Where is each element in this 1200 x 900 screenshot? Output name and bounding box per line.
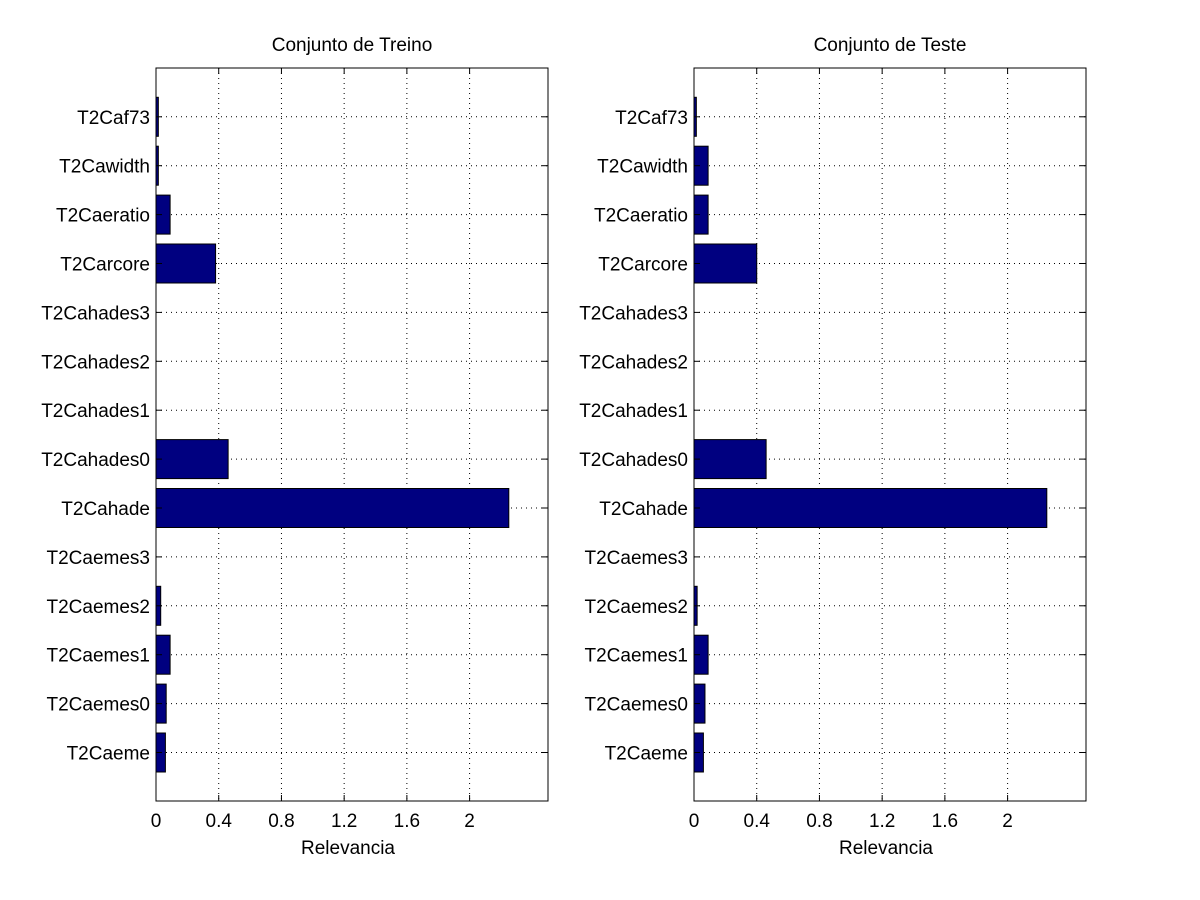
y-tick-label: T2Cawidth	[59, 157, 150, 178]
y-tick-label: T2Caemes2	[585, 597, 689, 618]
x-tick-label: 1.2	[331, 811, 357, 832]
y-tick-label: T2Cawidth	[597, 157, 688, 178]
chart-treino: 0 0.4 0.8 1.2 1.6 2 T2Caeme T2Caemes0 T2Caemes1 T…	[41, 35, 549, 859]
y-tick-label: T2Caf73	[77, 108, 150, 129]
bar-T2Cahade	[693, 488, 1048, 528]
x-tick-label: 0.4	[744, 811, 771, 832]
y-tick-label: T2Carcore	[598, 255, 688, 276]
x-axis-label: Relevancia	[839, 838, 933, 859]
y-tick-label: T2Caemes3	[47, 548, 151, 569]
y-tick-label: T2Caemes1	[585, 646, 689, 667]
y-tick-label: T2Cahades1	[41, 401, 150, 422]
x-tick-label: 2	[1002, 811, 1013, 832]
y-tick-label: T2Cahades3	[579, 303, 688, 324]
plot-area	[155, 67, 549, 802]
y-tick-label: T2Caeratio	[594, 206, 688, 227]
y-tick-label: T2Caemes0	[47, 695, 151, 716]
x-tick-label: 0.8	[806, 811, 832, 832]
y-tick-label: T2Caf73	[615, 108, 688, 129]
y-tick-label: T2Cahades2	[41, 352, 150, 373]
x-tick-label: 1.2	[869, 811, 895, 832]
chart-teste: 0 0.4 0.8 1.2 1.6 2 T2Caeme T2Caemes0 T2Caemes1 T…	[579, 35, 1087, 859]
x-tick-label: 1.6	[932, 811, 958, 832]
x-tick-label: 0	[151, 811, 162, 832]
bar-T2Carcore	[155, 243, 217, 284]
x-axis-label: Relevancia	[301, 838, 395, 859]
chart-title: Conjunto de Teste	[814, 35, 967, 56]
y-tick-label: T2Caeratio	[56, 206, 150, 227]
bar-T2Cahade	[155, 488, 510, 528]
bar-T2Carcore	[693, 243, 758, 284]
y-tick-label: T2Caemes0	[585, 695, 689, 716]
y-tick-label: T2Caemes2	[47, 597, 151, 618]
y-tick-label: T2Cahades2	[579, 352, 688, 373]
plot-area	[693, 67, 1087, 802]
y-tick-label: T2Cahades0	[41, 450, 150, 471]
y-tick-label: T2Caemes3	[585, 548, 689, 569]
y-tick-label: T2Cahade	[599, 499, 688, 520]
y-tick-label: T2Cahades1	[579, 401, 688, 422]
y-tick-label: T2Carcore	[60, 255, 150, 276]
y-tick-label: T2Caemes1	[47, 646, 151, 667]
y-tick-label: T2Cahade	[61, 499, 150, 520]
y-tick-label: T2Caeme	[67, 744, 150, 765]
x-tick-label: 2	[464, 811, 475, 832]
bar-T2Cahades0	[155, 439, 229, 480]
y-tick-label: T2Cahades3	[41, 303, 150, 324]
x-tick-label: 0.8	[268, 811, 294, 832]
x-tick-label: 0	[689, 811, 700, 832]
y-tick-label: T2Cahades0	[579, 450, 688, 471]
chart-title: Conjunto de Treino	[272, 35, 433, 56]
y-tick-label: T2Caeme	[605, 744, 688, 765]
bar-T2Cahades0	[693, 439, 767, 480]
x-tick-label: 0.4	[206, 811, 233, 832]
x-tick-label: 1.6	[394, 811, 420, 832]
